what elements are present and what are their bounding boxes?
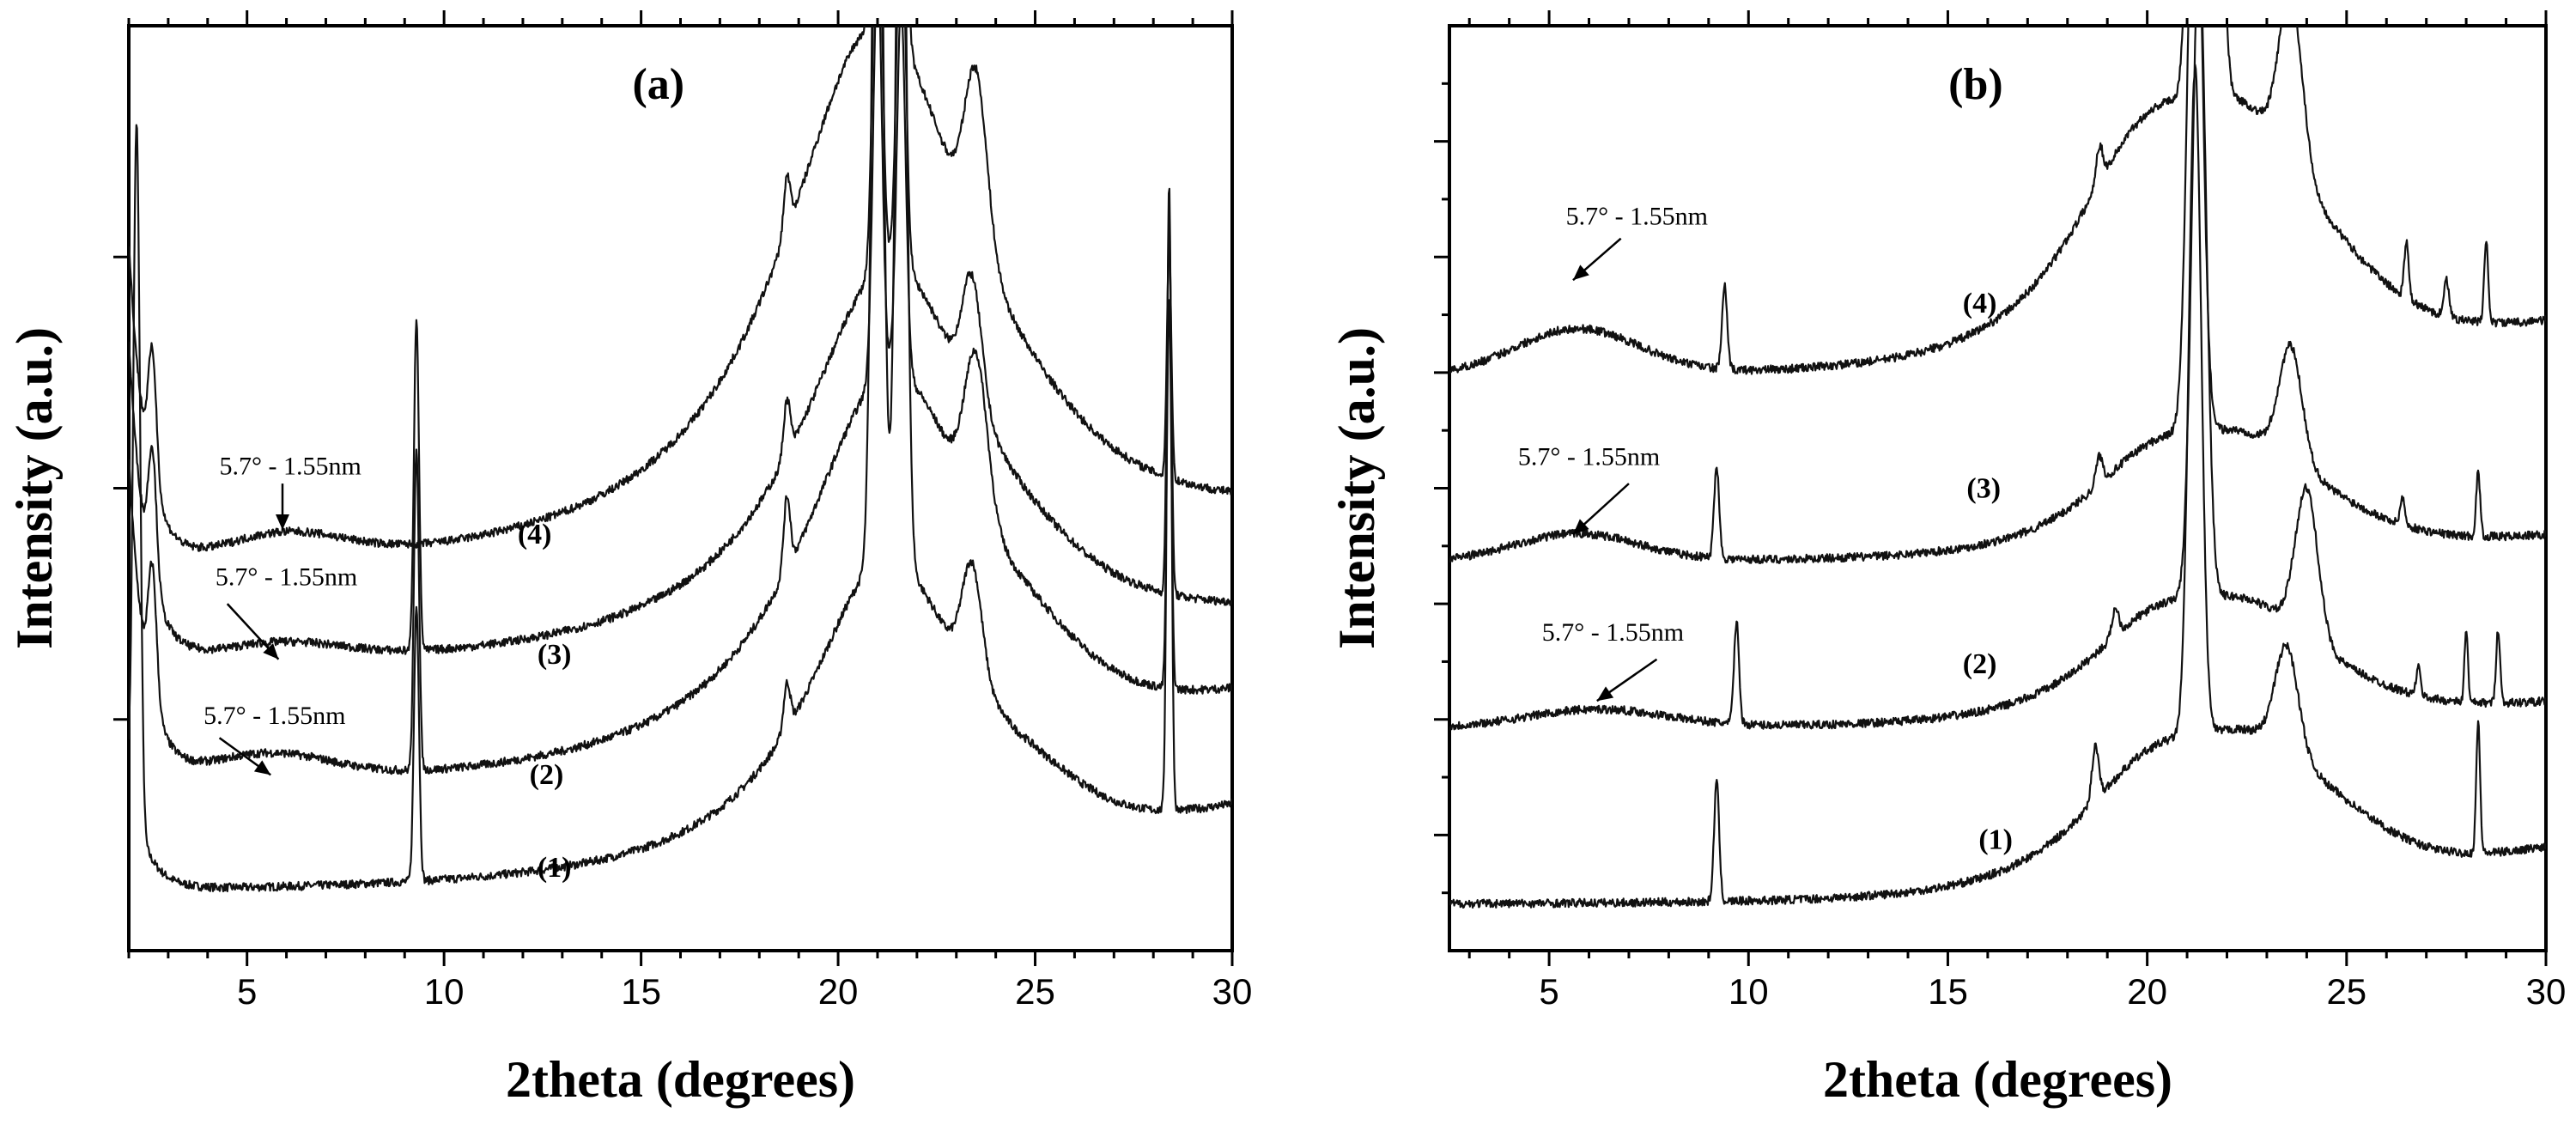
annotation: 5.7° - 1.55nm bbox=[204, 702, 345, 776]
curves bbox=[1449, 26, 2546, 909]
series-2-label: (2) bbox=[1963, 648, 1997, 680]
annotation-label: 5.7° - 1.55nm bbox=[1566, 203, 1708, 231]
annotation-arrow-head bbox=[275, 514, 289, 530]
annotation-arrow-head bbox=[1572, 264, 1589, 281]
series-1-label: (1) bbox=[1978, 824, 2013, 856]
panel-a: 5 10 15 20 25 30 2theta (degrees) Intensity (a.… bbox=[6, 10, 1253, 1108]
x-axis: 5 10 15 20 25 30 bbox=[1467, 10, 2567, 1012]
annotation-label: 5.7° - 1.55nm bbox=[219, 452, 361, 480]
x-tick-label: 10 bbox=[1728, 971, 1769, 1012]
series-3-label: (3) bbox=[538, 639, 572, 671]
series-1-label: (1) bbox=[538, 852, 572, 884]
series-3-label: (3) bbox=[1966, 472, 2001, 504]
x-tick-label: 10 bbox=[424, 971, 465, 1012]
annotation-arrow-head bbox=[1572, 519, 1589, 535]
x-tick-label: 15 bbox=[621, 971, 661, 1012]
x-tick-label: 25 bbox=[2326, 971, 2366, 1012]
y-axis-title: Intensity (a.u.) bbox=[1328, 327, 1385, 649]
annotation-arrow-head bbox=[263, 643, 279, 660]
series-3-line bbox=[1449, 26, 2546, 564]
plot-frame bbox=[127, 24, 1234, 952]
x-tick-label: 30 bbox=[1212, 971, 1253, 1012]
x-tick-label: 15 bbox=[1928, 971, 1968, 1012]
panel-b: 5 10 15 20 25 30 2theta (degrees) Intensity (a.… bbox=[1328, 10, 2567, 1108]
x-tick-label: 25 bbox=[1015, 971, 1055, 1012]
x-tick-label: 5 bbox=[1539, 971, 1558, 1012]
y-axis bbox=[1434, 82, 1449, 895]
x-axis-title: 2theta (degrees) bbox=[506, 1051, 855, 1108]
series-4-line bbox=[1449, 26, 2546, 375]
annotation-label: 5.7° - 1.55nm bbox=[1542, 618, 1684, 647]
series-2-label: (2) bbox=[530, 759, 564, 791]
series-1-line bbox=[129, 26, 1232, 892]
series-4-line bbox=[129, 26, 1232, 552]
annotation: 5.7° - 1.55nm bbox=[219, 452, 361, 530]
annotation: 5.7° - 1.55nm bbox=[1518, 443, 1660, 536]
annotation: 5.7° - 1.55nm bbox=[216, 563, 357, 660]
series-2-line bbox=[1449, 26, 2546, 731]
series-1-line bbox=[1449, 64, 2546, 909]
series-3-line bbox=[129, 26, 1232, 655]
x-tick-label: 20 bbox=[818, 971, 859, 1012]
series-4-label: (4) bbox=[1963, 288, 1997, 319]
x-axis: 5 10 15 20 25 30 bbox=[127, 10, 1253, 1012]
annotation-arrow-head bbox=[253, 760, 271, 775]
annotation: 5.7° - 1.55nm bbox=[1566, 203, 1708, 282]
annotation-arrow-head bbox=[1596, 686, 1614, 702]
y-axis bbox=[113, 255, 129, 721]
annotation: 5.7° - 1.55nm bbox=[1542, 618, 1684, 702]
panel-label: (a) bbox=[632, 60, 684, 109]
series-4-label: (4) bbox=[518, 519, 552, 550]
x-tick-label: 20 bbox=[2127, 971, 2167, 1012]
y-axis-title: Intensity (a.u.) bbox=[6, 327, 63, 649]
x-axis-title: 2theta (degrees) bbox=[1823, 1051, 2172, 1108]
series-2-line bbox=[129, 26, 1232, 775]
x-tick-label: 5 bbox=[237, 971, 257, 1012]
panel-label: (b) bbox=[1948, 60, 2003, 109]
annotation-label: 5.7° - 1.55nm bbox=[204, 702, 345, 730]
x-tick-label: 30 bbox=[2526, 971, 2567, 1012]
annotation-label: 5.7° - 1.55nm bbox=[216, 563, 357, 592]
annotation-label: 5.7° - 1.55nm bbox=[1518, 443, 1660, 471]
curves bbox=[129, 26, 1232, 892]
